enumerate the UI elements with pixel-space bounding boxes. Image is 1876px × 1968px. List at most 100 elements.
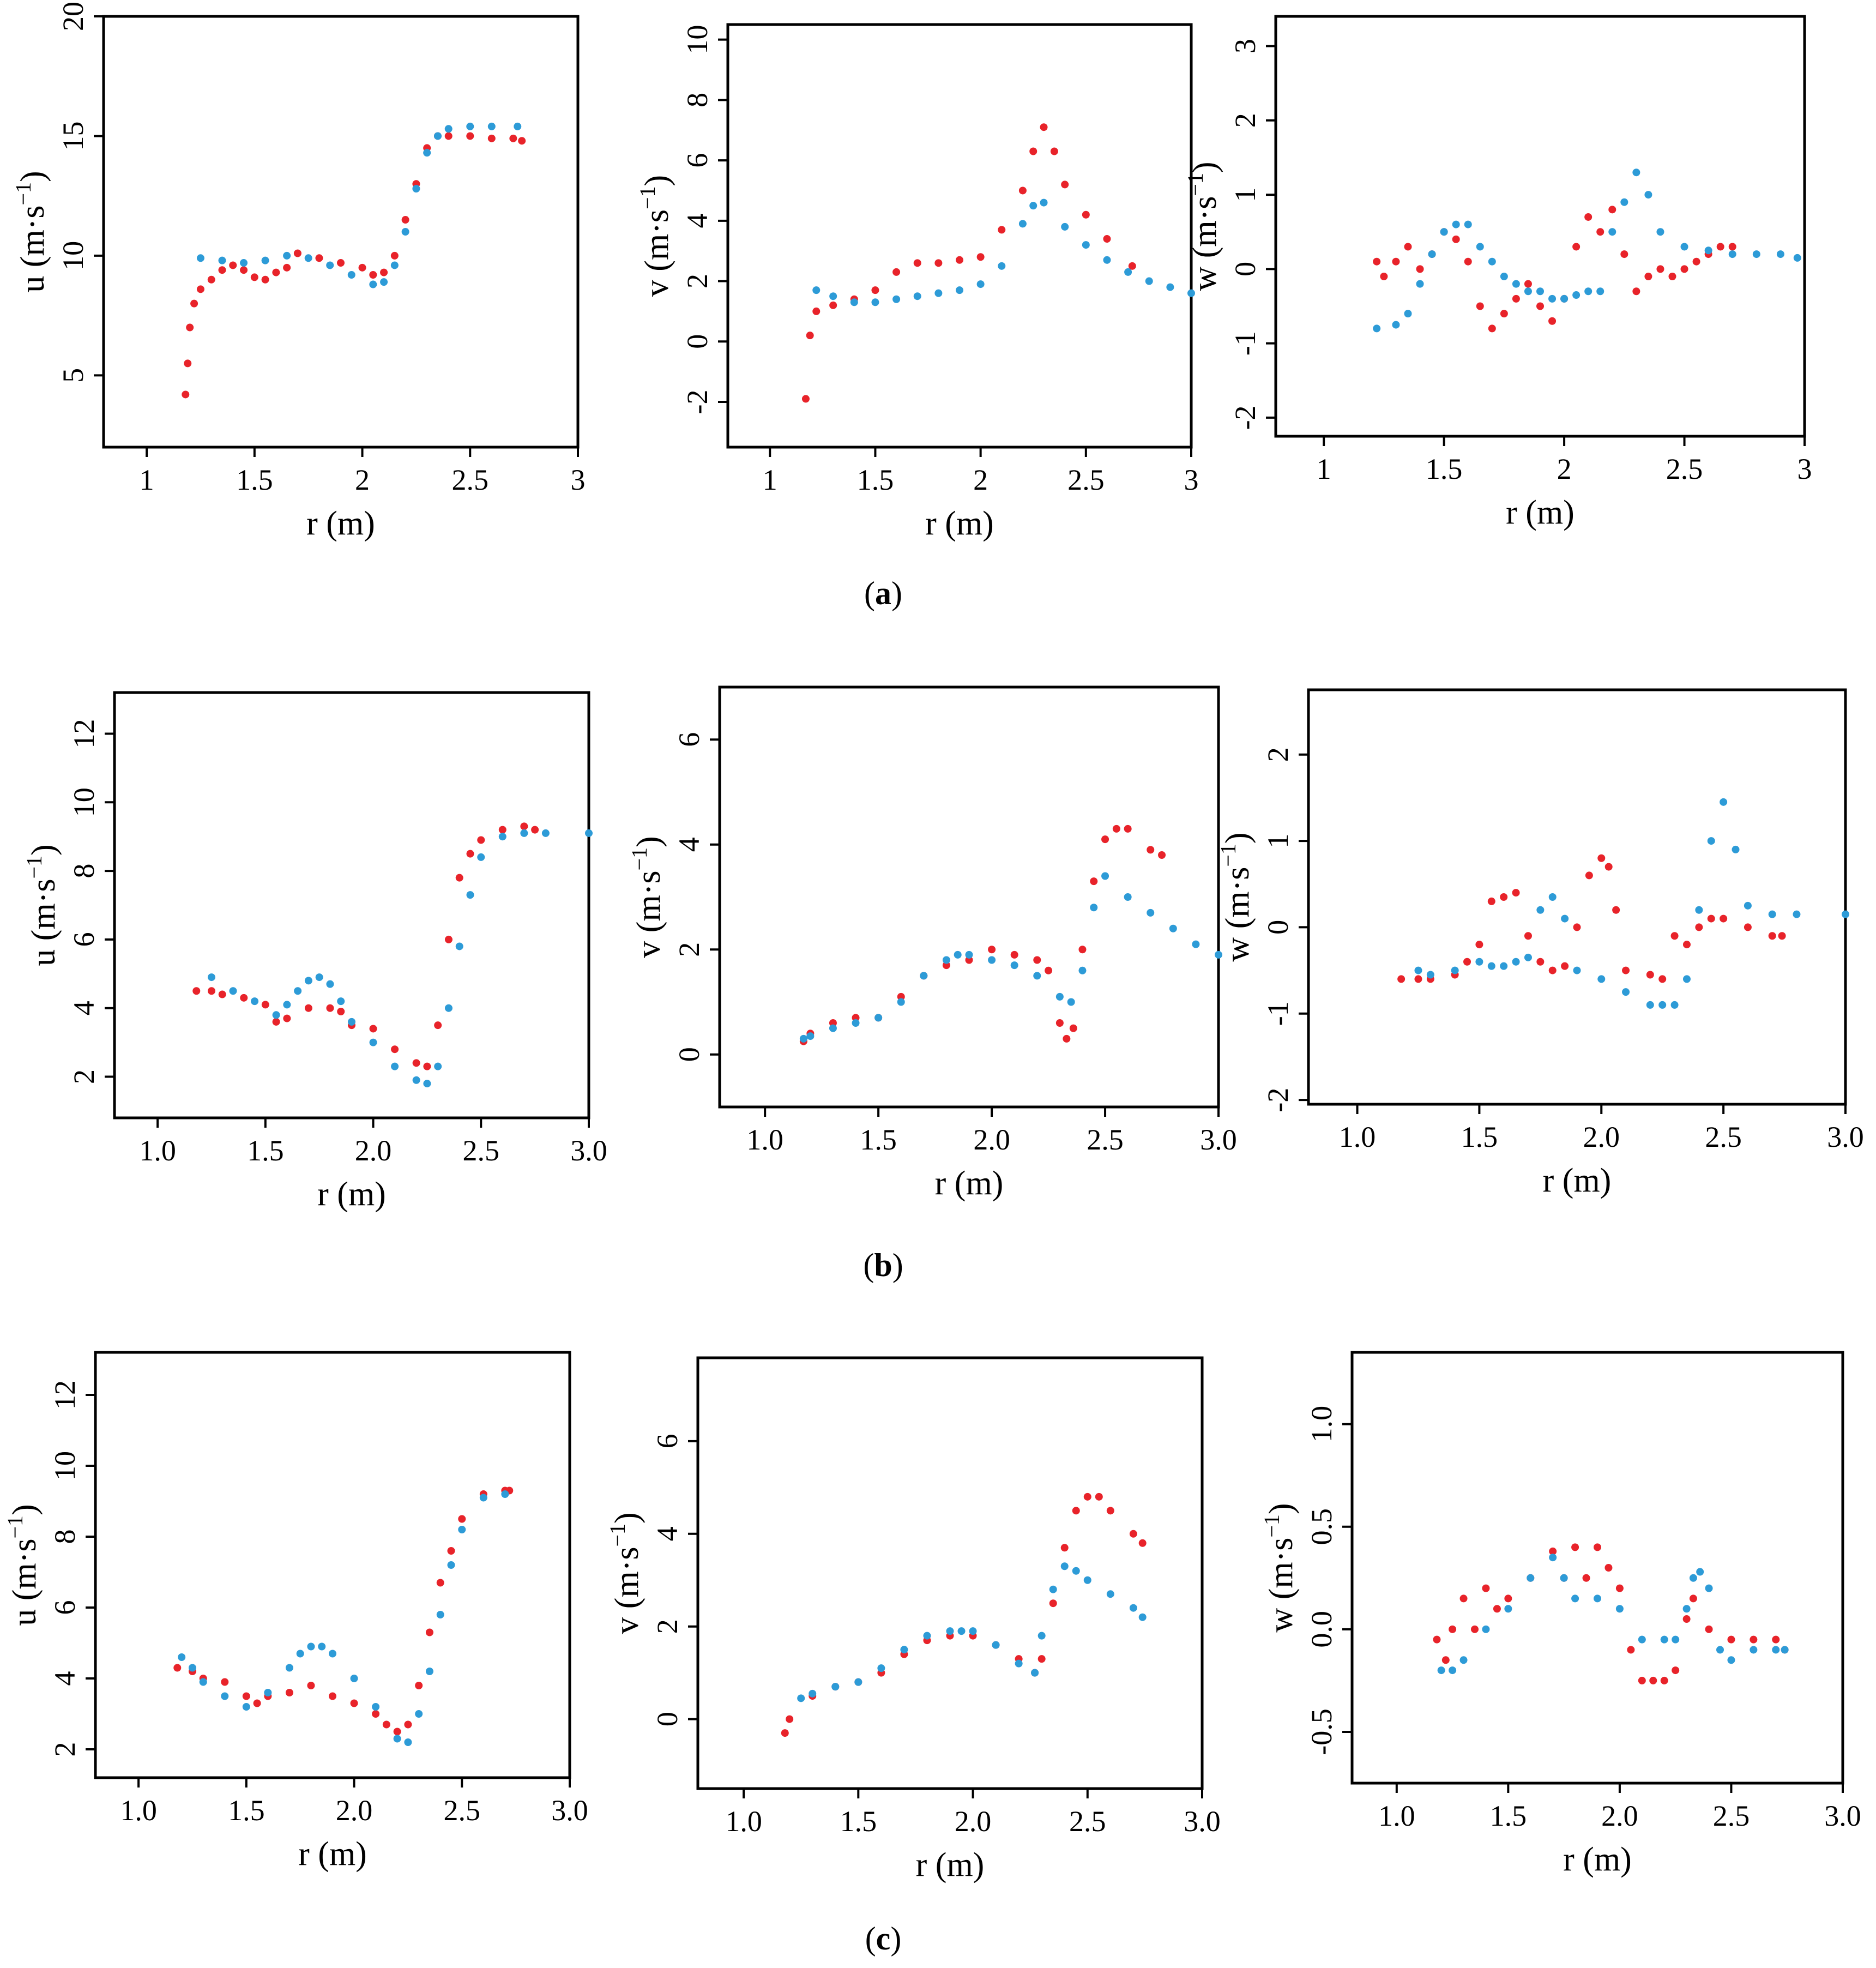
x-tick-label: 3.0 [570, 1134, 607, 1167]
data-point-red [337, 1008, 345, 1015]
data-point-red [1158, 851, 1166, 859]
y-axis-label: u (m·s−1) [11, 171, 51, 292]
data-point-red [1018, 186, 1027, 195]
data-point-blue [1527, 1574, 1535, 1582]
data-point-red [240, 266, 248, 274]
caption-c: (c) [865, 1921, 902, 1957]
series-red [182, 132, 526, 399]
data-point-red [1055, 1019, 1064, 1027]
data-point-red [1392, 257, 1400, 266]
data-point-red [315, 254, 323, 262]
data-point-red [1716, 243, 1724, 251]
data-point-red [934, 259, 943, 267]
data-point-blue [444, 125, 453, 133]
x-tick-label: 1.5 [228, 1794, 265, 1827]
data-point-blue [1696, 1568, 1704, 1576]
data-point-red [829, 1019, 837, 1027]
data-point-blue [1705, 1584, 1713, 1592]
y-axis-label: u (m·s−1) [3, 1504, 43, 1626]
data-point-blue [307, 1642, 315, 1651]
data-point-blue [1744, 901, 1752, 910]
data-point-red [1695, 923, 1703, 931]
data-point-red [1524, 932, 1532, 940]
data-point-red [1476, 302, 1484, 310]
plot-frame [718, 685, 1220, 1109]
data-point-blue [1646, 1001, 1654, 1009]
x-tick-label: 1.5 [857, 464, 894, 496]
data-point-blue [401, 228, 409, 236]
data-point-blue [1392, 321, 1400, 329]
data-point-red [1033, 956, 1041, 964]
data-point-blue [477, 853, 485, 861]
data-point-blue [218, 256, 226, 264]
data-point-red [1082, 210, 1090, 219]
y-tick-label: 0 [681, 334, 714, 349]
data-point-red [415, 1682, 423, 1689]
series-blue [207, 829, 593, 1088]
data-point-blue [1083, 1576, 1091, 1584]
data-point-red [404, 1720, 412, 1729]
data-point-red [285, 1689, 293, 1696]
data-point-red [1504, 1594, 1512, 1603]
data-point-blue [372, 1703, 380, 1711]
y-axis-label: w (m·s−1) [1183, 161, 1223, 291]
series-red [1433, 1543, 1789, 1684]
data-point-blue [272, 1011, 280, 1019]
data-point-red [1572, 243, 1581, 251]
y-tick-label: 2 [673, 942, 705, 957]
data-point-blue [348, 1018, 355, 1026]
x-axis-label: r (m) [1543, 1162, 1612, 1199]
data-point-blue [1031, 1669, 1039, 1677]
x-axis-label: r (m) [916, 1846, 985, 1883]
y-tick-label: 10 [681, 25, 714, 55]
data-point-blue [934, 289, 943, 297]
plot-frame [102, 15, 580, 449]
data-point-red [487, 134, 496, 142]
data-point-red [1083, 1492, 1091, 1501]
y-axis-label: u (m·s−1) [22, 844, 62, 966]
data-point-blue [1752, 250, 1760, 258]
series-blue [178, 1490, 509, 1746]
x-tick-label: 1.5 [236, 464, 273, 496]
data-point-blue [207, 973, 215, 982]
data-point-blue [447, 1561, 455, 1569]
data-point-blue [1682, 975, 1691, 983]
data-point-blue [1781, 1646, 1789, 1654]
data-point-blue [380, 278, 388, 286]
data-point-red [1707, 914, 1715, 923]
data-point-blue [1549, 1554, 1557, 1562]
data-point-blue [1793, 254, 1801, 262]
data-point-red [304, 1004, 312, 1012]
data-point-blue [283, 251, 291, 260]
data-point-blue [1426, 971, 1434, 979]
data-point-blue [1573, 966, 1581, 974]
x-tick-label: 3.0 [1827, 1121, 1864, 1153]
data-point-blue [285, 1664, 293, 1672]
data-point-blue [412, 185, 420, 192]
x-tick-label: 3.0 [1184, 1805, 1221, 1838]
data-point-blue [954, 950, 962, 959]
data-point-blue [1750, 1646, 1758, 1654]
x-tick-label: 1.5 [840, 1805, 877, 1838]
data-point-blue [1476, 243, 1484, 251]
data-point-red [425, 1628, 433, 1636]
data-point-red [1103, 235, 1111, 243]
data-point-red [261, 1001, 269, 1009]
data-point-red [173, 1664, 182, 1672]
data-point-blue [998, 262, 1006, 270]
x-tick-label: 2.5 [1069, 1805, 1106, 1838]
data-point-red [1615, 1584, 1624, 1592]
data-point-blue [326, 261, 334, 269]
data-point-red [207, 275, 215, 284]
data-point-red [466, 850, 474, 858]
data-point-blue [1615, 1605, 1624, 1613]
data-point-blue [264, 1689, 272, 1696]
data-point-blue [423, 1080, 431, 1088]
data-point-blue [1608, 228, 1616, 236]
data-point-blue [347, 271, 355, 279]
data-point-blue [892, 295, 901, 303]
y-tick-label: 0.5 [1305, 1508, 1338, 1545]
data-point-blue [1548, 893, 1557, 901]
data-point-blue [350, 1675, 358, 1682]
data-point-blue [1459, 1656, 1468, 1664]
